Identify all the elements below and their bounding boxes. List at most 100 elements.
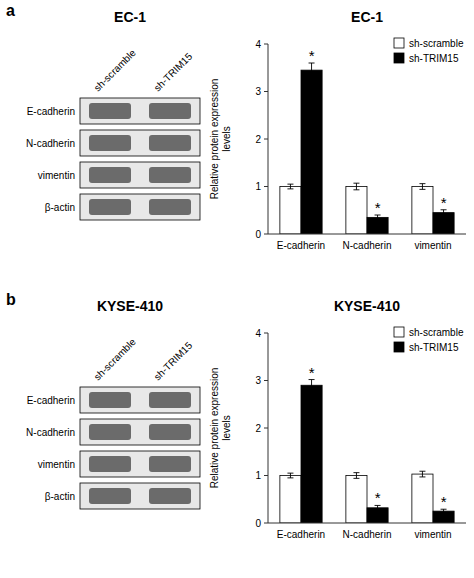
blot-band (149, 392, 191, 408)
y-tick (264, 234, 268, 235)
x-tick-label: vimentin (414, 240, 451, 251)
error-cap (353, 472, 359, 473)
y-tick (264, 523, 268, 524)
x-tick-label: N-cadherin (343, 529, 392, 540)
y-tick (264, 475, 268, 476)
blot-band (149, 199, 191, 215)
error-stem (356, 473, 357, 479)
error-stem (311, 63, 312, 77)
plot-area (280, 380, 454, 523)
y-tick (264, 380, 268, 381)
bar (301, 70, 322, 234)
y-axis-label-line: levels (221, 126, 232, 152)
blot-box (80, 194, 200, 220)
blot-box (80, 98, 200, 124)
protein-label: E-cadherin (27, 106, 75, 117)
error-cap (419, 471, 425, 472)
significance-star: * (309, 364, 315, 381)
error-bar (287, 473, 293, 478)
blot-title: KYSE-410 (97, 298, 163, 314)
blot-box (80, 419, 200, 445)
y-axis-label-line: levels (221, 415, 232, 441)
error-bar (309, 380, 315, 391)
y-tick (264, 428, 268, 429)
y-tick-label: 2 (255, 134, 261, 145)
legend-swatch (394, 53, 404, 63)
legend-swatch (394, 38, 404, 48)
x-tick-label: E-cadherin (277, 240, 325, 251)
legend-label: sh-scramble (409, 38, 464, 49)
y-tick-label: 0 (255, 518, 261, 529)
column-header: sh-scramble (92, 47, 139, 94)
y-tick-label: 4 (255, 39, 261, 50)
blot-box (80, 483, 200, 509)
blot-band (149, 488, 191, 504)
error-bar (287, 184, 293, 189)
blot-band (89, 103, 131, 119)
blot-title: EC-1 (114, 9, 146, 25)
blot-band (149, 424, 191, 440)
significance-star: * (375, 489, 381, 506)
error-stem (356, 183, 357, 190)
error-stem (311, 380, 312, 391)
legend-label: sh-scramble (409, 327, 464, 338)
error-cap (441, 215, 447, 216)
protein-label: vimentin (38, 459, 75, 470)
bar (280, 476, 301, 524)
y-tick (264, 333, 268, 334)
y-axis-label: Relative protein expressionlevels (209, 368, 232, 489)
y-tick-label: 3 (255, 375, 261, 386)
legend-label: sh-TRIM15 (409, 53, 459, 64)
panel-letter: b (6, 291, 16, 308)
y-tick (264, 186, 268, 187)
blot-box (80, 451, 200, 477)
error-cap (353, 183, 359, 184)
x-tick-label: E-cadherin (277, 529, 325, 540)
y-tick (264, 91, 268, 92)
legend-swatch (394, 342, 404, 352)
protein-label: N-cadherin (26, 138, 75, 149)
significance-star: * (441, 493, 447, 510)
blot-band (89, 456, 131, 472)
y-axis-label: Relative protein expressionlevels (209, 79, 232, 200)
blot-band (149, 456, 191, 472)
bar (433, 511, 454, 523)
error-bar (419, 471, 425, 477)
error-cap (353, 478, 359, 479)
protein-label: E-cadherin (27, 395, 75, 406)
bar (301, 385, 322, 523)
bar-panel: KYSE-41001234Relative protein expression… (209, 298, 466, 540)
blot-band (89, 199, 131, 215)
chart-title: KYSE-410 (334, 298, 400, 314)
y-tick-label: 2 (255, 423, 261, 434)
x-axis (268, 234, 466, 235)
significance-star: * (309, 47, 315, 64)
y-tick-label: 0 (255, 229, 261, 240)
error-cap (287, 477, 293, 478)
blot-box (80, 162, 200, 188)
column-header: sh-TRIM15 (152, 50, 195, 93)
panel-letter: a (6, 2, 15, 19)
blot-band (89, 424, 131, 440)
error-bar (353, 473, 359, 479)
blot-band (149, 103, 191, 119)
background (0, 0, 474, 578)
error-cap (441, 513, 447, 514)
y-tick-label: 1 (255, 181, 261, 192)
y-axis-label-line: Relative protein expression (209, 79, 220, 200)
y-tick-label: 3 (255, 86, 261, 97)
bar (412, 474, 433, 523)
bar (280, 187, 301, 235)
protein-label: vimentin (38, 170, 75, 181)
legend-label: sh-TRIM15 (409, 342, 459, 353)
legend: sh-scramble sh-TRIM15 (394, 38, 464, 64)
x-tick-label: vimentin (414, 529, 451, 540)
legend-swatch (394, 327, 404, 337)
column-header: sh-TRIM15 (152, 339, 195, 382)
x-tick-label: N-cadherin (343, 240, 392, 251)
y-tick (264, 139, 268, 140)
blot-panel: a EC-1 sh-scramble sh-TRIM15 E-cadherin N-cad… (6, 2, 200, 220)
error-bar (353, 183, 359, 190)
y-tick-label: 1 (255, 470, 261, 481)
error-cap (287, 473, 293, 474)
